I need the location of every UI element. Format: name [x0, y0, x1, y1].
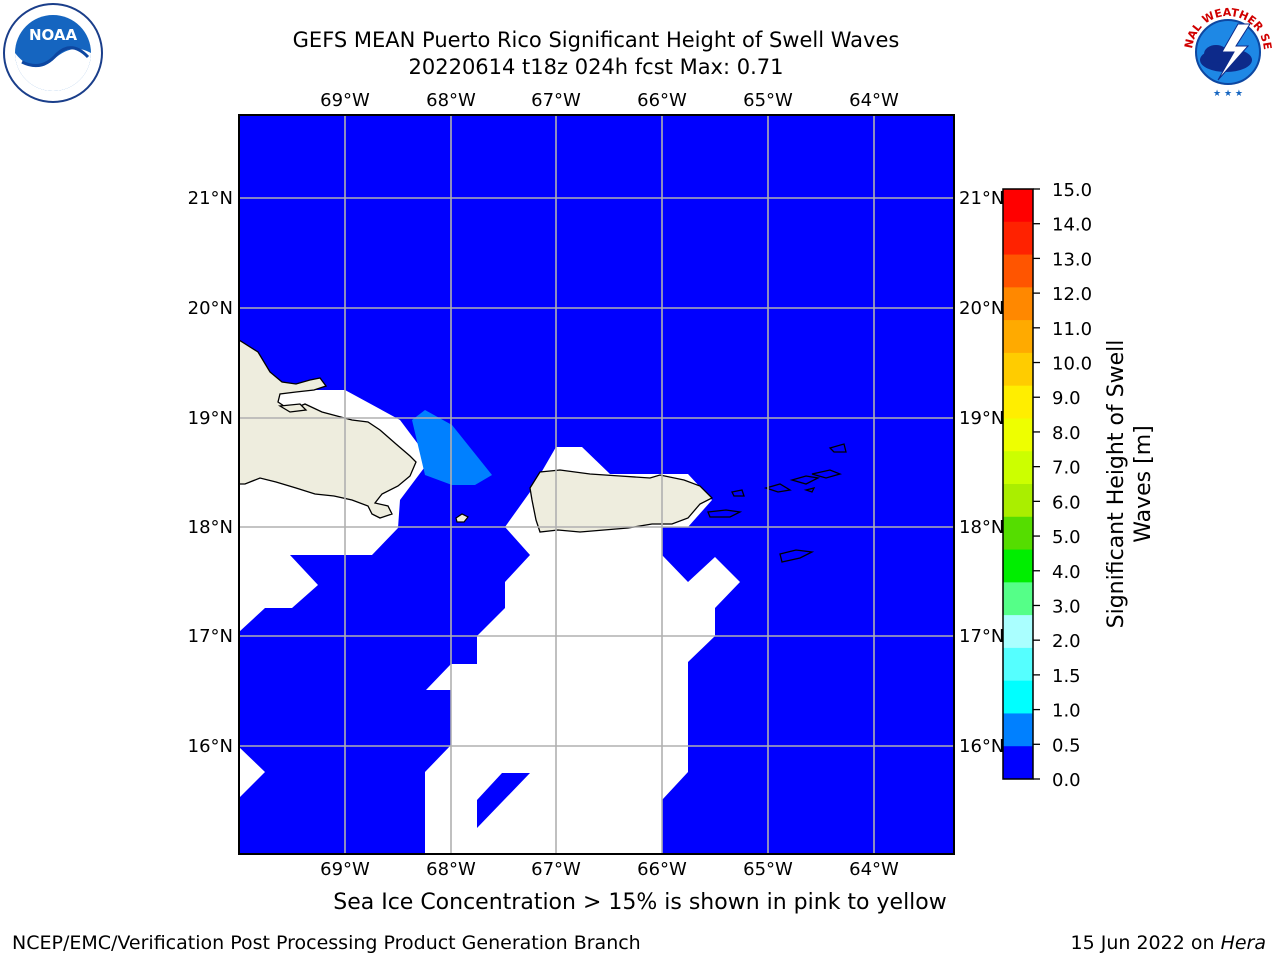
sea-ice-note: Sea Ice Concentration > 15% is shown in … [333, 890, 947, 915]
lon-label: 68°W [426, 90, 476, 111]
colorbar-tick-label: 3.0 [1052, 596, 1081, 617]
lon-label: 69°W [320, 90, 370, 111]
map-gridlines [239, 115, 954, 854]
colorbar-band [1003, 221, 1033, 256]
colorbar-tick-label: 0.0 [1052, 770, 1081, 791]
colorbar-band [1003, 418, 1033, 452]
lat-label: 17°N [188, 626, 233, 647]
colorbar-tick-label: 12.0 [1052, 284, 1092, 305]
lon-label: 64°W [849, 859, 899, 880]
lat-label: 21°N [188, 188, 233, 209]
lat-label: 18°N [188, 517, 233, 538]
lon-labels-bottom: 69°W 68°W 67°W 66°W 65°W 64°W [320, 859, 899, 880]
lat-label: 19°N [188, 408, 233, 429]
colorbar-tick-label: 7.0 [1052, 458, 1081, 479]
chart-title: GEFS MEAN Puerto Rico Significant Height… [292, 28, 900, 52]
footer-credit: NCEP/EMC/Verification Post Processing Pr… [12, 932, 641, 954]
colorbar-band [1003, 680, 1033, 714]
colorbar-band [1003, 254, 1033, 288]
lat-label: 21°N [959, 188, 1004, 209]
colorbar-band [1003, 582, 1033, 616]
lon-label: 66°W [637, 859, 687, 880]
lon-label: 65°W [743, 90, 793, 111]
colorbar-label-line1: Significant Height of Swell [1104, 340, 1129, 629]
colorbar-band [1003, 484, 1033, 518]
colorbar-band [1003, 615, 1033, 649]
colorbar-tick-label: 1.5 [1052, 666, 1081, 687]
lon-label: 68°W [426, 859, 476, 880]
national-weather-service-logo: NATIONAL WEATHER SERVICE ★ ★ ★ [1178, 2, 1275, 99]
colorbar-band [1003, 385, 1033, 419]
lat-label: 19°N [959, 408, 1004, 429]
colorbar-band [1003, 451, 1033, 485]
landmass-small-islands [707, 443, 847, 563]
colorbar-tick-label: 14.0 [1052, 215, 1092, 236]
lon-label: 64°W [849, 90, 899, 111]
colorbar-band [1003, 647, 1033, 682]
lon-label: 66°W [637, 90, 687, 111]
colorbar-frame [1002, 188, 1034, 780]
noaa-logo-text: NOAA [29, 26, 78, 44]
colorbar-tick-label: 0.5 [1052, 735, 1081, 756]
footer-date-text: 15 Jun 2022 on [1070, 932, 1221, 954]
colorbar-band [1003, 549, 1033, 583]
colorbar-tick-label: 15.0 [1052, 180, 1092, 201]
colorbar-tick-label: 1.0 [1052, 701, 1081, 722]
lat-label: 16°N [959, 736, 1004, 757]
ocean-patch [477, 773, 530, 828]
colorbar-tick-label: 11.0 [1052, 319, 1092, 340]
lat-labels-right: 21°N 20°N 19°N 18°N 17°N 16°N [959, 188, 1004, 757]
colorbar-tick-label: 13.0 [1052, 249, 1092, 270]
colorbar-band [1003, 287, 1033, 321]
lat-label: 18°N [959, 517, 1004, 538]
colorbar-label-line2: Waves [m] [1131, 425, 1156, 542]
footer-host: Hera [1220, 932, 1266, 954]
colorbar-band [1003, 746, 1033, 780]
svg-text:★ ★ ★: ★ ★ ★ [1213, 89, 1243, 99]
swell-patch-0.5-1.0 [412, 410, 492, 485]
colorbar-band [1003, 713, 1033, 747]
lat-label: 17°N [959, 626, 1004, 647]
colorbar-band [1003, 189, 1033, 223]
colorbar-tick-label: 2.0 [1052, 631, 1081, 652]
lon-label: 67°W [531, 90, 581, 111]
noaa-logo: NOAA [3, 3, 103, 103]
landmass-hispaniola [239, 339, 417, 519]
landmass-puerto-rico [529, 469, 714, 533]
lon-label: 67°W [531, 859, 581, 880]
lon-label: 69°W [320, 859, 370, 880]
colorbar-tick-label: 8.0 [1052, 423, 1081, 444]
colorbar-bands [1003, 189, 1033, 780]
map-frame [238, 114, 955, 855]
footer-date: 15 Jun 2022 on Hera [1071, 932, 1266, 954]
map-area [239, 115, 954, 854]
chart-subtitle: 20220614 t18z 024h fcst Max: 0.71 [408, 55, 784, 79]
colorbar-tick-label: 4.0 [1052, 562, 1081, 583]
colorbar-ticks: 15.0 14.0 13.0 12.0 11.0 10.0 9.0 8.0 7.0 6.0 5.0 4… [1033, 180, 1092, 791]
lat-labels-left: 21°N 20°N 19°N 18°N 17°N 16°N [188, 188, 233, 757]
colorbar-tick-label: 5.0 [1052, 527, 1081, 548]
colorbar-tick-label: 10.0 [1052, 354, 1092, 375]
colorbar-band [1003, 516, 1033, 551]
colorbar-band [1003, 352, 1033, 387]
lat-label: 16°N [188, 736, 233, 757]
colorbar-tick-label: 9.0 [1052, 388, 1081, 409]
lat-label: 20°N [959, 298, 1004, 319]
lat-label: 20°N [188, 298, 233, 319]
landmass-mona-island [455, 513, 469, 523]
colorbar-tick-label: 6.0 [1052, 492, 1081, 513]
lon-label: 65°W [743, 859, 793, 880]
lon-labels-top: 69°W 68°W 67°W 66°W 65°W 64°W [320, 90, 899, 111]
colorbar-band [1003, 320, 1033, 354]
